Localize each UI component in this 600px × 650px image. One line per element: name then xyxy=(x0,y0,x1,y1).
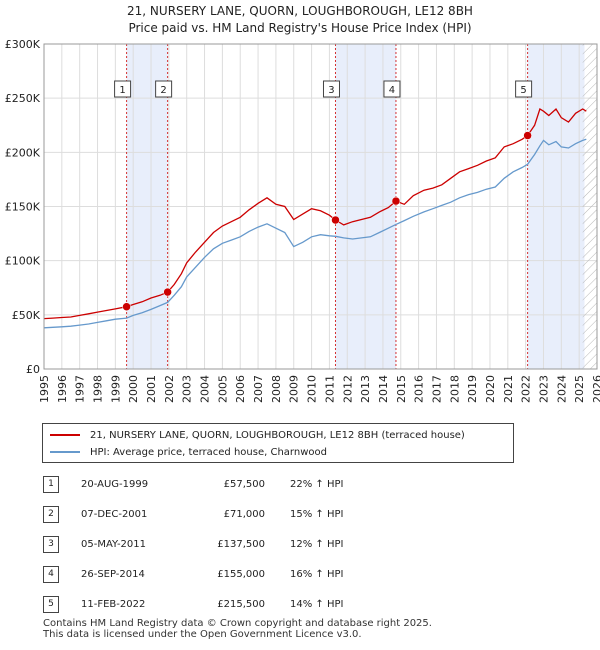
sale-number-badge: 4 xyxy=(43,566,59,583)
footer: Contains HM Land Registry data © Crown c… xyxy=(43,618,432,640)
x-tick-label: 2020 xyxy=(484,375,497,403)
sale-date: 11-FEB-2022 xyxy=(81,599,146,610)
chart-title-line-1: 21, NURSERY LANE, QUORN, LOUGHBOROUGH, L… xyxy=(127,4,473,18)
legend-label-property: 21, NURSERY LANE, QUORN, LOUGHBOROUGH, L… xyxy=(90,429,465,441)
x-tick-label: 1998 xyxy=(92,375,105,403)
x-tick-label: 2018 xyxy=(448,375,461,403)
sale-number-badge: 5 xyxy=(43,596,59,613)
legend-swatch-property xyxy=(50,434,80,436)
x-tick-label: 2019 xyxy=(466,375,479,403)
sale-price: £215,500 xyxy=(217,599,265,610)
sale-label-number: 4 xyxy=(389,85,395,96)
x-tick-label: 2000 xyxy=(127,375,140,403)
sale-label-box xyxy=(515,80,533,98)
sale-date: 20-AUG-1999 xyxy=(81,479,149,490)
sale-price: £137,500 xyxy=(217,539,265,550)
footer-copyright: Contains HM Land Registry data © Crown c… xyxy=(43,618,432,629)
sale-point xyxy=(122,302,131,311)
sale-hpi-change: 15% ↑ HPI xyxy=(290,509,344,520)
legend-item-hpi: HPI: Average price, terraced house, Char… xyxy=(43,444,327,460)
sale-label-number: 1 xyxy=(119,85,125,96)
x-tick-label: 2013 xyxy=(359,375,372,403)
y-tick-label: £300K xyxy=(5,38,41,51)
y-tick-label: £150K xyxy=(5,201,41,214)
sale-label-box xyxy=(114,80,132,98)
sale-price: £155,000 xyxy=(217,569,265,580)
table-row: 1 20-AUG-1999 £57,500 22% ↑ HPI xyxy=(43,476,563,493)
sale-date: 26-SEP-2014 xyxy=(81,569,145,580)
sale-point xyxy=(523,131,532,140)
table-row: 4 26-SEP-2014 £155,000 16% ↑ HPI xyxy=(43,566,563,583)
chart-title: 21, NURSERY LANE, QUORN, LOUGHBOROUGH, L… xyxy=(0,3,600,37)
sale-hpi-change: 14% ↑ HPI xyxy=(290,599,344,610)
x-tick-label: 2005 xyxy=(216,375,229,403)
price-chart: £0 £50K £100K £150K £200K £250K £300K 1995 1996 1… xyxy=(5,38,600,403)
legend: 21, NURSERY LANE, QUORN, LOUGHBOROUGH, L… xyxy=(42,423,514,463)
y-tick-label: £50K xyxy=(12,309,41,322)
x-tick-label: 2014 xyxy=(377,375,390,403)
x-tick-label: 2023 xyxy=(538,375,551,403)
hpi-line xyxy=(44,138,587,329)
sale-label-number: 2 xyxy=(160,85,166,96)
sale-point xyxy=(331,215,340,225)
table-row: 2 07-DEC-2001 £71,000 15% ↑ HPI xyxy=(43,506,563,523)
sale-hpi-change: 22% ↑ HPI xyxy=(290,479,344,490)
table-row: 3 05-MAY-2011 £137,500 12% ↑ HPI xyxy=(43,536,563,553)
chart-title-line-2: Price paid vs. HM Land Registry's House … xyxy=(128,21,472,35)
x-tick-label: 2015 xyxy=(395,375,408,403)
x-tick-label: 2002 xyxy=(163,375,176,403)
x-tick-label: 2021 xyxy=(502,375,515,403)
x-tick-label: 2003 xyxy=(181,375,194,403)
x-tick-label: 1997 xyxy=(74,375,87,403)
x-tick-label: 2024 xyxy=(555,375,568,403)
x-tick-label: 2009 xyxy=(288,375,301,403)
footer-license: This data is licensed under the Open Gov… xyxy=(43,629,362,640)
sale-hpi-change: 12% ↑ HPI xyxy=(290,539,344,550)
x-tick-label: 1995 xyxy=(38,375,51,403)
sale-number-badge: 3 xyxy=(43,536,59,553)
sale-price: £57,500 xyxy=(223,479,265,490)
x-tick-label: 2016 xyxy=(413,375,426,403)
y-tick-label: £250K xyxy=(5,92,41,105)
y-tick-label: £200K xyxy=(5,146,41,159)
y-tick-label: £0 xyxy=(26,363,40,376)
sale-date: 05-MAY-2011 xyxy=(81,539,147,550)
sale-label-number: 3 xyxy=(328,85,334,96)
sale-point xyxy=(391,196,401,206)
x-tick-label: 2008 xyxy=(270,375,283,403)
sale-label-box xyxy=(322,80,340,98)
sale-date: 07-DEC-2001 xyxy=(81,509,148,520)
sale-label-number: 5 xyxy=(520,85,526,96)
legend-label-hpi: HPI: Average price, terraced house, Char… xyxy=(90,446,327,458)
plot-frame xyxy=(43,43,598,370)
x-tick-label: 2007 xyxy=(252,375,265,403)
x-tick-label: 1996 xyxy=(56,375,69,403)
forecast-hatch xyxy=(582,44,597,369)
legend-swatch-hpi xyxy=(50,451,80,453)
x-tick-label: 2010 xyxy=(306,375,319,403)
sale-number-badge: 2 xyxy=(43,506,59,523)
x-tick-label: 1999 xyxy=(109,375,122,403)
legend-item-property: 21, NURSERY LANE, QUORN, LOUGHBOROUGH, L… xyxy=(43,427,465,443)
sale-number-badge: 1 xyxy=(43,476,59,493)
x-tick-label: 2025 xyxy=(573,375,586,403)
y-tick-label: £100K xyxy=(5,255,41,268)
table-row: 5 11-FEB-2022 £215,500 14% ↑ HPI xyxy=(43,596,563,613)
sale-point xyxy=(163,287,172,297)
x-tick-label: 2004 xyxy=(199,375,212,403)
x-tick-label: 2001 xyxy=(145,375,158,403)
x-tick-label: 2012 xyxy=(341,375,354,403)
x-tick-label: 2006 xyxy=(234,375,247,403)
property-price-line xyxy=(44,107,587,320)
x-tick-label: 2022 xyxy=(520,375,533,403)
x-tick-label: 2017 xyxy=(431,375,444,403)
sale-label-box xyxy=(155,80,173,98)
sale-price: £71,000 xyxy=(223,509,265,520)
sale-label-box xyxy=(383,80,401,98)
sale-hpi-change: 16% ↑ HPI xyxy=(290,569,344,580)
x-tick-label: 2026 xyxy=(591,375,600,403)
x-tick-label: 2011 xyxy=(323,375,336,403)
